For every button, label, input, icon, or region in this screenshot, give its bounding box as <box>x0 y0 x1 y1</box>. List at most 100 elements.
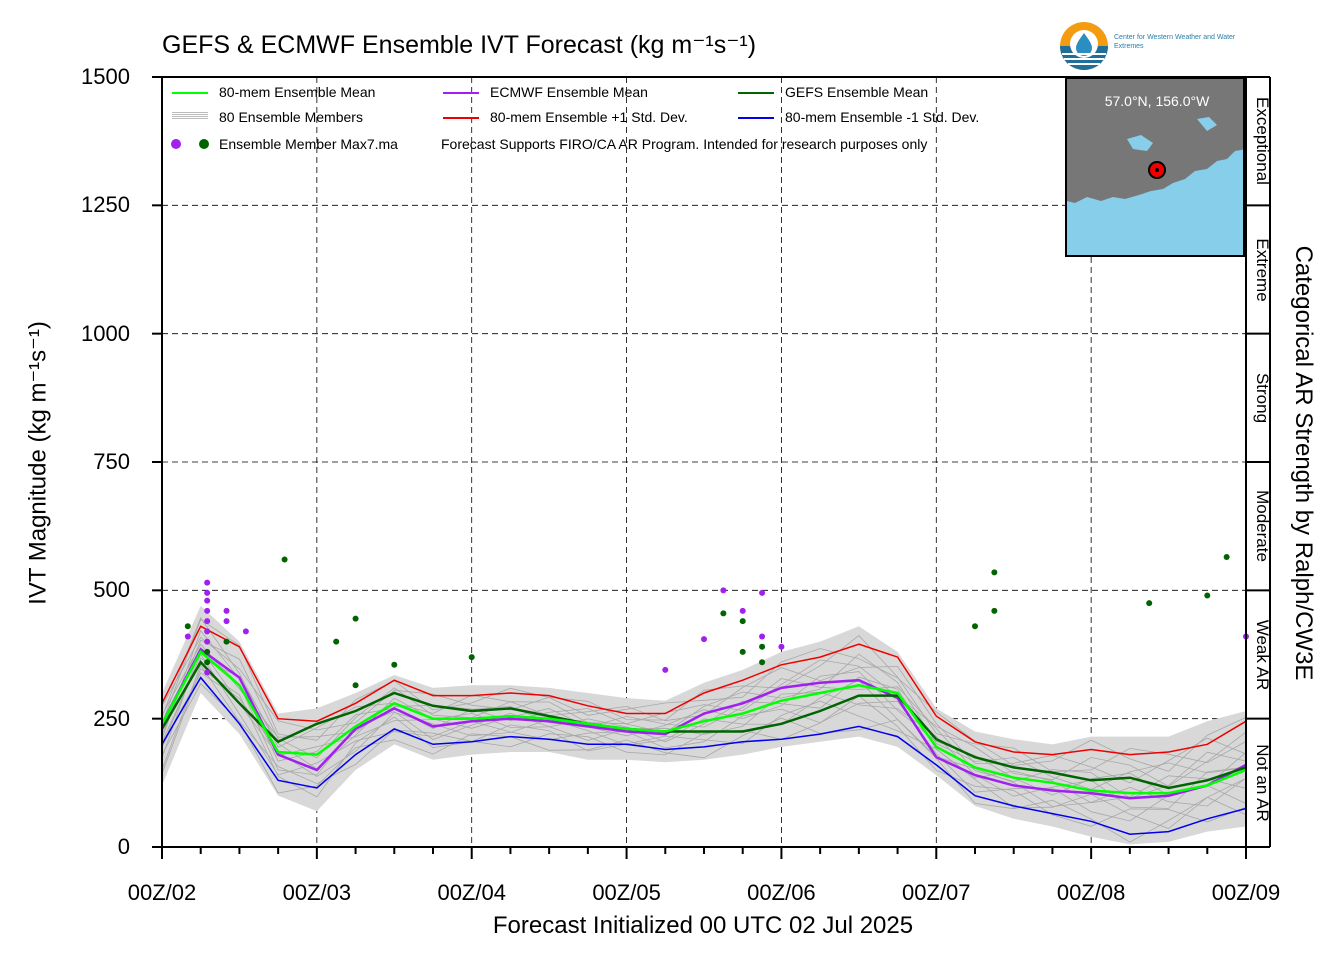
max-point <box>1204 592 1211 599</box>
ensemble-member-line <box>161 657 1247 796</box>
y-tick-label: 750 <box>93 449 130 474</box>
x-tick-label: 00Z/07 <box>902 880 971 905</box>
max-point <box>184 623 191 630</box>
max-point <box>701 636 707 643</box>
x-tick-label: 00Z/09 <box>1211 880 1281 905</box>
max-point <box>333 638 340 645</box>
legend-dot-ecmwf-max <box>171 139 181 149</box>
series-lines <box>160 625 1247 835</box>
max-point <box>720 587 727 594</box>
y-tick-label: 1500 <box>81 64 130 89</box>
category-label: Moderate <box>1253 490 1272 563</box>
max-point <box>204 648 211 655</box>
logo-icon <box>1060 22 1108 70</box>
category-label: Exceptional <box>1253 97 1272 186</box>
series-line <box>161 676 1247 835</box>
disclaimer-note: Forecast Supports FIRO/CA AR Program. In… <box>441 136 928 152</box>
max-point <box>720 610 727 617</box>
chart-title: GEFS & ECMWF Ensemble IVT Forecast (kg m… <box>162 31 757 59</box>
max-point <box>778 643 785 650</box>
max-point <box>468 654 475 661</box>
inset-map-graphic <box>1067 79 1243 255</box>
ensemble-member-line <box>161 647 1247 804</box>
max-point <box>991 607 998 614</box>
max-point <box>972 623 978 630</box>
y-tick-label: 1250 <box>81 192 130 218</box>
ensemble-envelope <box>162 605 1246 845</box>
legend-swatch-minus-sd <box>738 117 774 119</box>
legend-label-gefs: GEFS Ensemble Mean <box>785 84 929 100</box>
max-point <box>204 638 211 645</box>
max-point <box>204 589 211 596</box>
max-points <box>184 553 1249 689</box>
cw3e-logo <box>1058 20 1248 72</box>
legend-swatch-ens-mean <box>172 92 208 94</box>
legend-label-members: 80 Ensemble Members <box>219 109 363 125</box>
legend-label-max: Ensemble Member Max7.ma <box>219 136 398 152</box>
ensemble-member-line <box>161 635 1247 773</box>
logo-text: Center for Western Weather and Water Ext… <box>1114 34 1236 50</box>
ensemble-members <box>161 605 1247 845</box>
x-tick-label: 00Z/05 <box>592 880 661 905</box>
y-tick-label: 1000 <box>81 320 130 346</box>
legend-dot-gefs-max <box>199 139 209 149</box>
ensemble-member-line <box>161 653 1247 822</box>
legend-swatch-plus-sd <box>443 117 479 119</box>
max-point <box>759 589 766 596</box>
ensemble-member-line <box>161 683 1247 827</box>
x-tick-label: 00Z/06 <box>747 880 816 905</box>
ensemble-member-line <box>161 618 1247 772</box>
legend-swatch-ecmwf <box>443 92 479 94</box>
max-point <box>739 648 746 655</box>
max-point <box>204 618 211 625</box>
max-point <box>242 628 249 635</box>
max-point <box>204 628 211 635</box>
location-inset-map: 57.0°N, 156.0°W <box>1065 77 1245 257</box>
max-point <box>204 659 211 666</box>
max-point <box>1146 600 1153 607</box>
max-point <box>352 615 359 622</box>
max-point <box>759 659 766 666</box>
max-point <box>991 569 998 576</box>
x-tick-label: 00Z/04 <box>437 880 506 905</box>
legend-label-plus-sd: 80-mem Ensemble +1 Std. Dev. <box>490 109 688 125</box>
max-point <box>739 607 746 614</box>
max-point <box>204 579 211 586</box>
inset-coords: 57.0°N, 156.0°W <box>1104 93 1210 109</box>
max-point <box>204 669 211 676</box>
legend-label-minus-sd: 80-mem Ensemble -1 Std. Dev. <box>785 109 980 125</box>
y-tick-label: 250 <box>93 705 130 731</box>
category-label: Strong <box>1253 372 1272 423</box>
y-tick-label: 500 <box>93 577 130 603</box>
max-point <box>759 633 766 640</box>
max-point <box>662 666 669 673</box>
max-point <box>204 607 211 614</box>
series-line <box>160 649 1247 795</box>
x-tick-label: 00Z/02 <box>127 880 197 905</box>
ensemble-member-line <box>161 643 1247 790</box>
max-point <box>204 597 211 604</box>
category-label: Extreme <box>1253 237 1272 302</box>
max-point <box>352 682 359 689</box>
max-point <box>223 638 230 645</box>
legend-swatch-gefs <box>738 92 774 94</box>
y-tick-label: 0 <box>117 834 130 859</box>
max-point <box>739 618 746 625</box>
category-label: Weak AR <box>1253 619 1272 690</box>
legend-label-ens-mean: 80-mem Ensemble Mean <box>219 84 376 100</box>
series-line <box>160 660 1247 790</box>
max-point <box>281 556 288 563</box>
legend-swatch-members <box>172 112 208 120</box>
right-axis-title: Categorical AR Strength by Ralph/CW3E <box>1290 245 1317 681</box>
max-point <box>391 661 398 668</box>
max-point <box>184 633 191 640</box>
x-tick-label: 00Z/03 <box>282 880 352 905</box>
max-point <box>759 643 766 650</box>
ensemble-member-line <box>161 629 1247 799</box>
series-line <box>161 625 1247 756</box>
ensemble-member-line <box>161 639 1247 787</box>
ensemble-member-line <box>161 672 1247 807</box>
category-label: Not an AR <box>1253 744 1272 822</box>
max-point <box>223 607 230 614</box>
